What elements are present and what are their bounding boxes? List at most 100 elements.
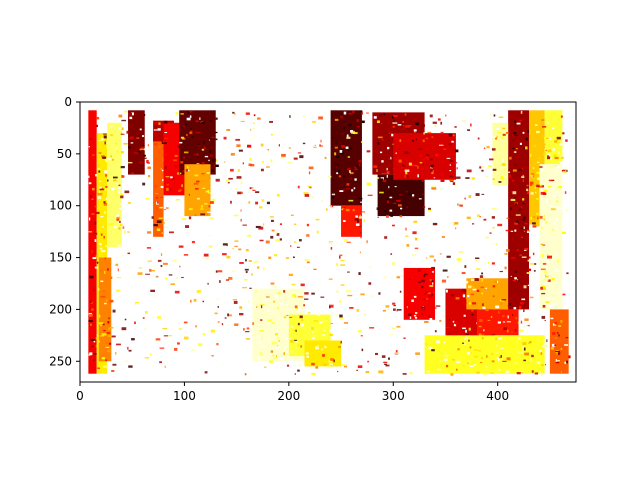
heatmap-speckle <box>243 172 244 175</box>
heatmap-speckle <box>286 315 288 316</box>
heatmap-speckle <box>490 372 494 373</box>
heatmap-speckle <box>402 113 403 115</box>
heatmap-speckle <box>482 307 485 309</box>
heatmap-speckle <box>316 219 320 221</box>
heatmap-speckle <box>232 271 237 272</box>
heatmap-speckle <box>481 287 484 289</box>
heatmap-speckle <box>502 315 505 316</box>
heatmap-speckle <box>519 254 522 255</box>
heatmap-speckle <box>423 206 425 208</box>
heatmap-speckle <box>131 338 135 340</box>
heatmap-speckle <box>242 287 247 288</box>
heatmap-speckle <box>297 311 301 312</box>
heatmap-speckle <box>312 196 315 198</box>
heatmap-speckle <box>533 253 534 255</box>
heatmap-speckle <box>301 323 304 326</box>
heatmap-speckle <box>257 266 259 268</box>
heatmap-speckle <box>337 160 339 161</box>
heatmap-speckle <box>377 207 380 210</box>
heatmap-speckle <box>216 179 220 182</box>
heatmap-speckle <box>406 191 408 192</box>
heatmap-speckle <box>292 284 296 286</box>
heatmap-speckle <box>241 111 243 114</box>
heatmap-speckle <box>154 185 157 187</box>
heatmap-speckle <box>471 294 474 295</box>
heatmap-speckle <box>413 221 417 223</box>
heatmap-speckle <box>266 241 270 244</box>
heatmap-speckle <box>482 189 485 190</box>
heatmap-speckle <box>414 129 417 131</box>
heatmap-speckle <box>198 343 202 346</box>
heatmap-speckle <box>464 281 468 284</box>
heatmap-speckle <box>207 213 208 216</box>
heatmap-speckle <box>402 121 404 123</box>
heatmap-speckle <box>341 341 342 344</box>
heatmap-speckle <box>464 198 465 200</box>
heatmap-speckle <box>415 238 417 240</box>
heatmap-speckle <box>486 176 489 177</box>
heatmap-speckle <box>515 317 517 319</box>
heatmap-speckle <box>174 260 177 262</box>
heatmap-speckle <box>127 347 128 350</box>
heatmap-speckle <box>280 303 284 305</box>
heatmap-speckle <box>420 162 423 163</box>
heatmap-speckle <box>279 358 283 360</box>
heatmap-speckle <box>514 277 517 279</box>
heatmap-speckle <box>320 297 324 298</box>
heatmap-speckle <box>197 153 199 155</box>
x-tick-label: 400 <box>486 389 509 403</box>
heatmap-speckle <box>415 312 417 314</box>
heatmap-speckle <box>291 325 293 328</box>
heatmap-speckle <box>218 321 220 322</box>
heatmap-speckle <box>164 138 167 139</box>
heatmap-speckle <box>169 152 172 153</box>
heatmap-speckle <box>395 186 397 187</box>
heatmap-speckle <box>117 277 121 278</box>
heatmap-speckle <box>154 122 158 125</box>
heatmap-speckle <box>489 297 492 298</box>
heatmap-speckle <box>499 271 503 272</box>
heatmap-speckle <box>98 341 100 343</box>
heatmap-speckle <box>182 218 186 220</box>
heatmap-speckle <box>388 158 391 159</box>
heatmap-speckle <box>555 351 560 352</box>
heatmap-speckle <box>511 231 513 232</box>
heatmap-speckle <box>545 221 547 224</box>
heatmap-speckle <box>184 152 189 154</box>
heatmap-speckle <box>166 176 170 177</box>
heatmap-speckle <box>474 278 479 281</box>
heatmap-speckle <box>388 358 390 360</box>
heatmap-speckle <box>298 186 300 189</box>
heatmap-speckle <box>205 371 208 373</box>
heatmap-speckle <box>104 271 105 274</box>
heatmap-speckle <box>393 203 396 204</box>
heatmap-speckle <box>415 317 417 319</box>
heatmap-speckle <box>518 337 520 340</box>
heatmap-speckle <box>291 215 294 216</box>
heatmap-speckle <box>528 269 531 271</box>
heatmap-speckle <box>515 329 516 331</box>
heatmap-speckle <box>331 247 332 250</box>
heatmap-speckle <box>514 151 516 153</box>
heatmap-speckle <box>449 170 451 171</box>
heatmap-speckle <box>408 313 412 315</box>
heatmap-speckle <box>561 184 563 186</box>
heatmap-speckle <box>381 123 382 124</box>
heatmap-speckle <box>520 302 524 305</box>
heatmap-speckle <box>532 225 536 227</box>
heatmap-speckle <box>554 227 557 229</box>
heatmap-speckle <box>348 150 349 152</box>
heatmap-speckle <box>376 372 378 373</box>
heatmap-speckle <box>150 335 153 336</box>
heatmap-speckle <box>357 126 360 127</box>
heatmap-speckle <box>269 360 273 363</box>
heatmap-speckle <box>202 188 205 189</box>
heatmap-speckle <box>480 275 483 278</box>
heatmap-speckle <box>91 250 93 253</box>
heatmap-speckle <box>103 324 104 326</box>
heatmap-speckle <box>209 138 212 139</box>
heatmap-speckle <box>367 150 371 152</box>
heatmap-speckle <box>109 214 112 217</box>
heatmap-speckle <box>543 190 547 193</box>
